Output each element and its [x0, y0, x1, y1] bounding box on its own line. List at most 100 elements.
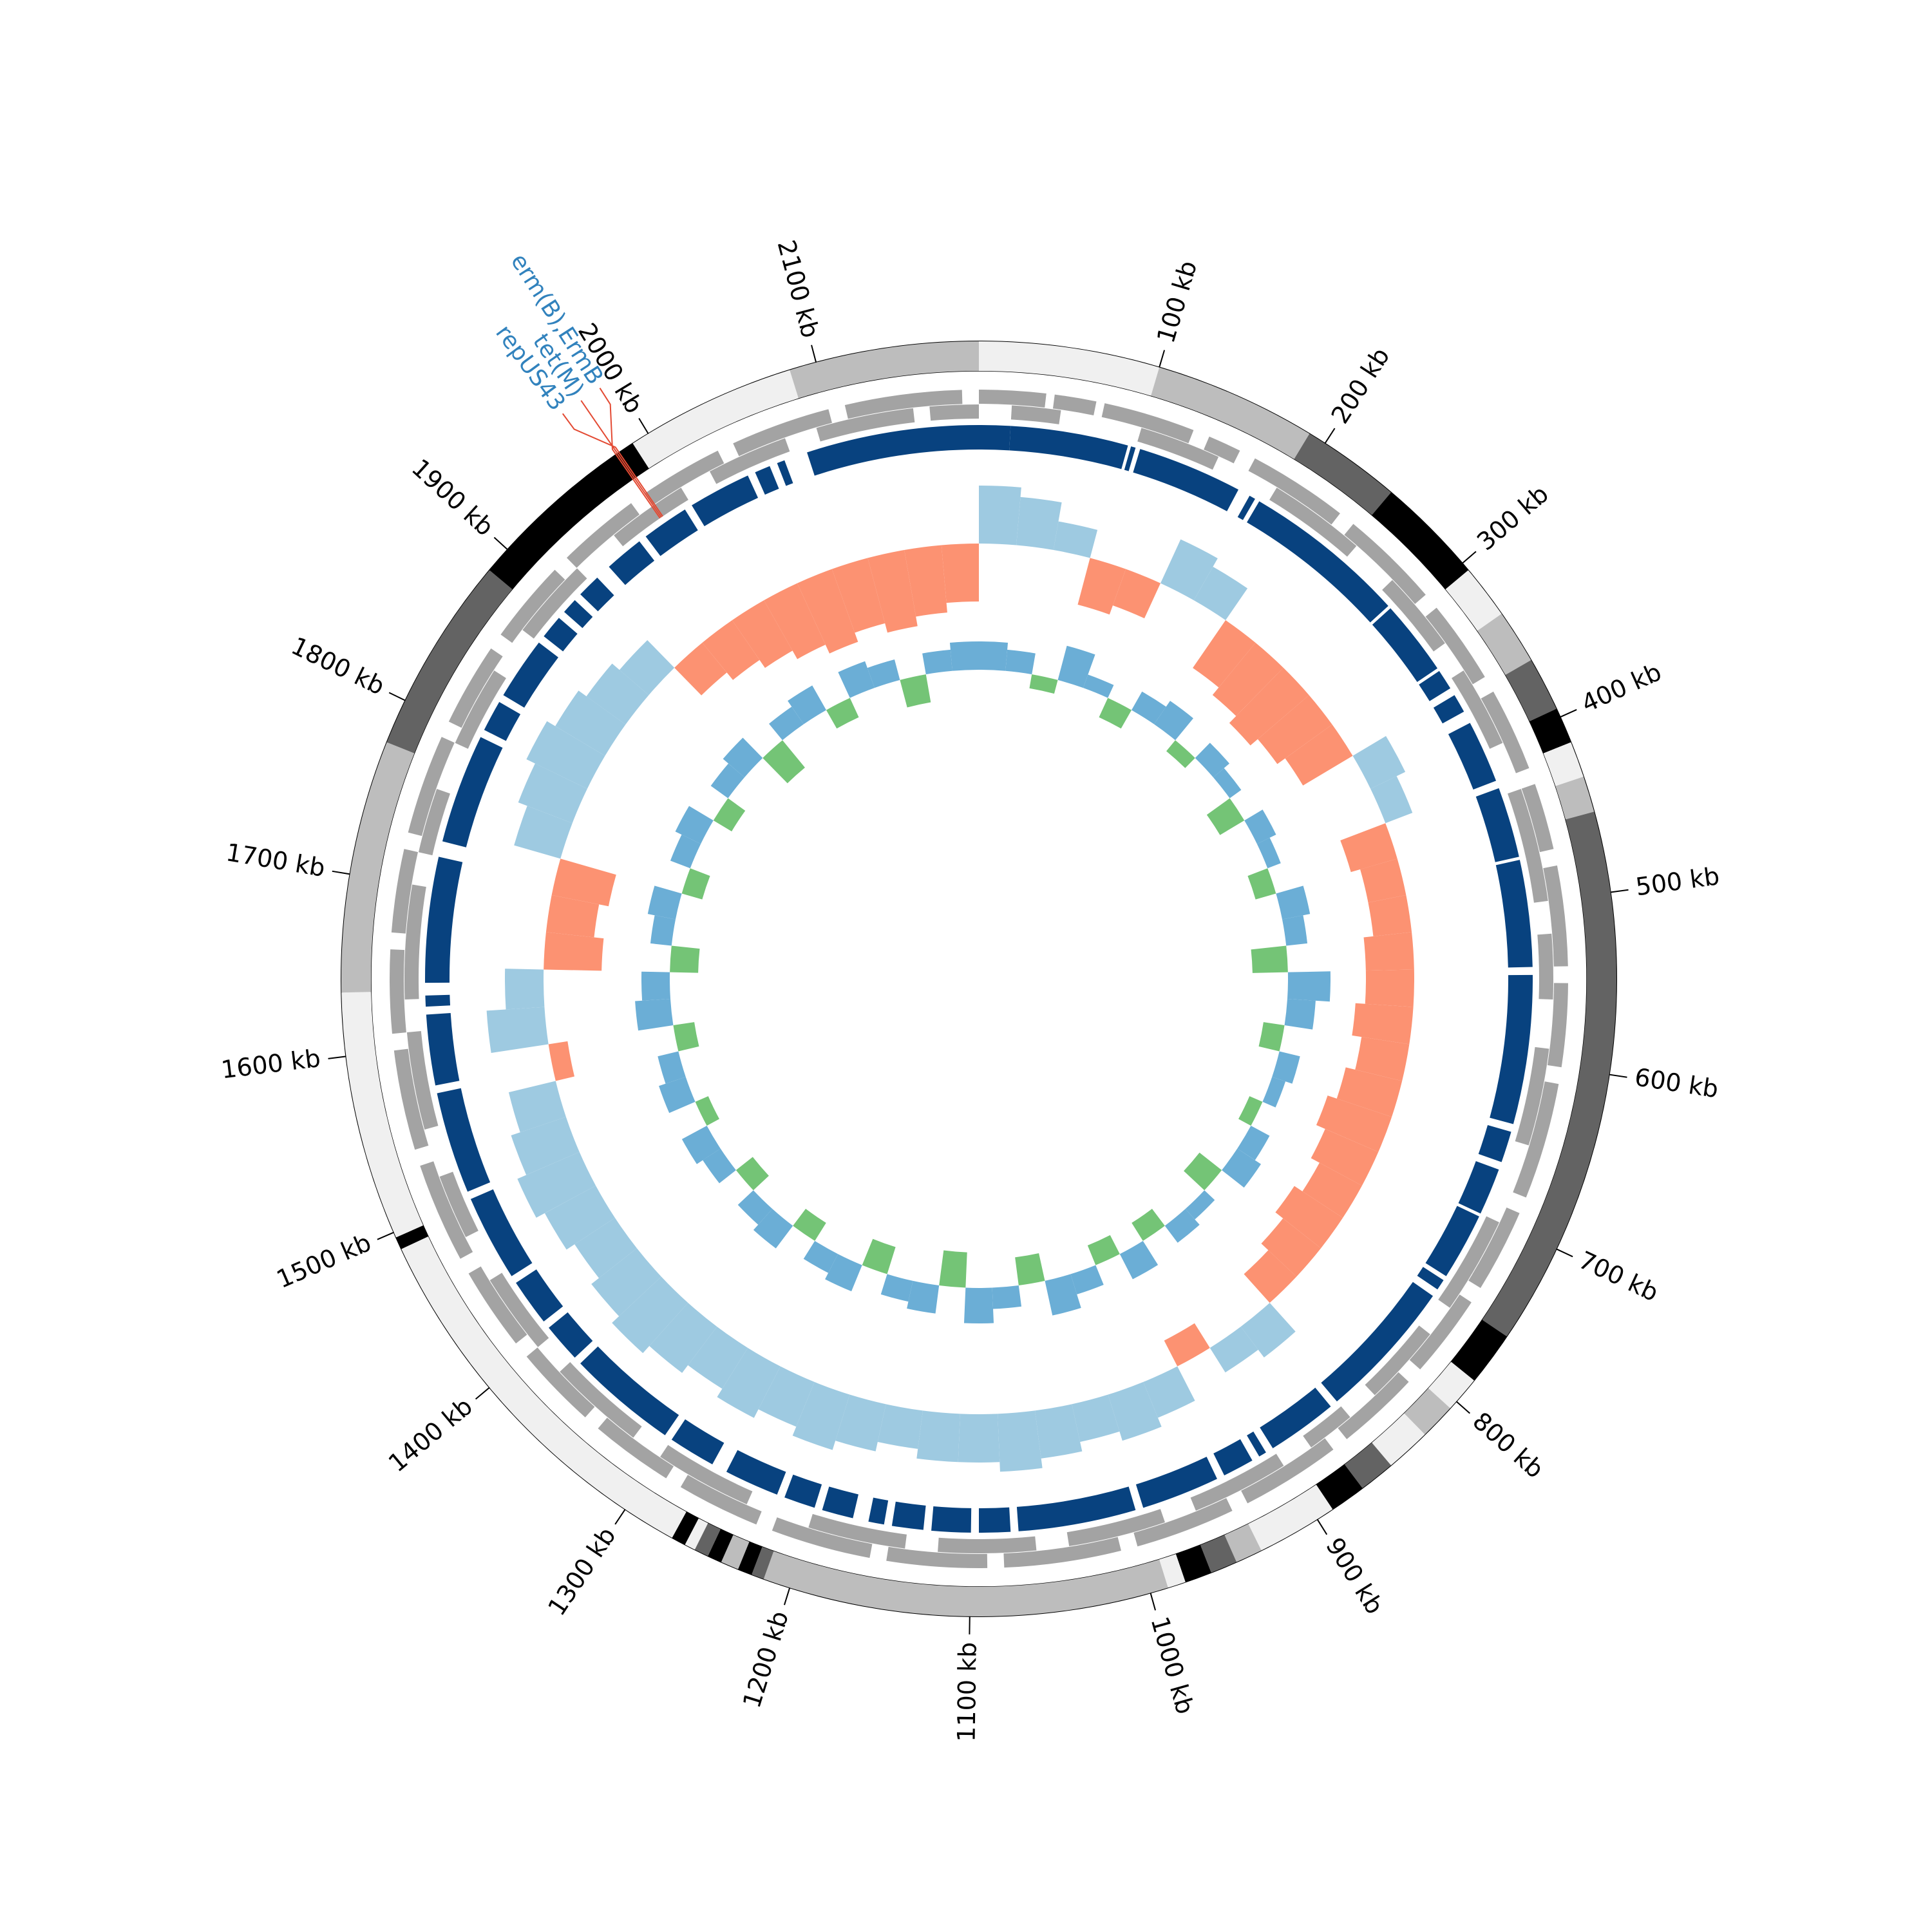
gc-content-bar	[862, 1238, 896, 1274]
segment	[386, 570, 513, 753]
tick-mark	[1560, 709, 1577, 718]
gc-content-bar	[939, 1250, 967, 1288]
gc-content-bar	[992, 1285, 1022, 1309]
segment	[632, 370, 799, 469]
gene	[404, 884, 426, 999]
gc-skew-bar	[1160, 539, 1218, 601]
gene	[1241, 1438, 1334, 1504]
gene	[393, 1048, 429, 1150]
segment	[672, 1511, 699, 1545]
gc-content-bar	[1272, 1051, 1300, 1084]
gc-skew-bar	[1285, 724, 1353, 786]
gene	[1137, 428, 1219, 470]
gene	[1425, 607, 1485, 685]
gene	[1133, 1498, 1233, 1547]
segment	[1555, 776, 1595, 820]
hit	[1321, 1282, 1434, 1402]
hit	[1419, 670, 1451, 701]
gc-content-bar	[1262, 1077, 1286, 1108]
hit	[1124, 446, 1136, 471]
tick-label: 1200 kb	[737, 1607, 794, 1711]
gene	[709, 438, 790, 484]
gc-skew-bar	[732, 600, 793, 668]
gc-skew-bar	[835, 1394, 886, 1452]
segment	[1294, 433, 1391, 515]
gc-content-bar	[647, 886, 682, 920]
gc-skew-bar	[1072, 1394, 1120, 1443]
tick-label: 100 kb	[1151, 258, 1202, 346]
gc-content-bar	[1251, 945, 1288, 973]
hit	[549, 1312, 593, 1358]
gc-content-bar	[1282, 915, 1308, 946]
segment	[1505, 660, 1557, 722]
gc-skew-bar	[1193, 620, 1256, 688]
gc-content-bar	[1195, 743, 1230, 778]
hit	[516, 1269, 564, 1322]
gc-skew-bar	[758, 1366, 815, 1427]
gc-content-bar	[979, 641, 1009, 671]
hit	[425, 994, 451, 1007]
gene	[660, 1444, 753, 1504]
annotation-line	[580, 400, 662, 518]
hit	[503, 642, 558, 708]
gc-content-bar	[670, 834, 701, 869]
gene	[489, 1273, 549, 1347]
gc-skew-bar	[1370, 776, 1413, 824]
gc-skew-bar	[1193, 566, 1248, 621]
gc-content-bar	[703, 1148, 736, 1184]
segment	[401, 1236, 687, 1538]
gc-content-bar	[949, 641, 979, 671]
hit	[442, 737, 503, 848]
segment	[1159, 1554, 1186, 1588]
hit	[891, 1501, 926, 1530]
hit	[822, 1486, 858, 1519]
gene	[808, 1513, 907, 1549]
tick-mark	[614, 1509, 626, 1525]
tick-label: 400 kb	[1577, 658, 1665, 718]
gene	[645, 450, 724, 506]
hit	[1009, 426, 1128, 469]
gc-skew-bar	[717, 1347, 781, 1418]
gc-skew-bar	[1035, 1404, 1083, 1459]
gc-skew-bar	[1112, 569, 1161, 619]
tick-label: 200 kb	[1326, 343, 1396, 429]
hit	[1247, 501, 1388, 623]
gene	[1365, 1325, 1430, 1396]
gc-content-bar	[1222, 1148, 1262, 1188]
tick-label: 900 kb	[1320, 1533, 1389, 1619]
gc-skew-bar	[1209, 1326, 1258, 1373]
gene	[886, 1546, 988, 1568]
hit	[755, 466, 779, 495]
gc-content-bar	[673, 1022, 699, 1052]
gene	[1003, 1537, 1121, 1568]
hit	[1475, 788, 1519, 862]
gc-skew-bar	[1363, 932, 1414, 971]
gc-content-bar	[788, 685, 826, 724]
tick-mark	[811, 345, 817, 363]
gc-content-bar	[737, 1190, 773, 1225]
hit	[580, 1346, 679, 1435]
hit	[1133, 449, 1239, 511]
hit	[671, 1419, 724, 1464]
hit	[609, 541, 655, 585]
segment	[1175, 1545, 1211, 1582]
segment	[685, 1518, 708, 1550]
gc-content-bar	[1247, 868, 1276, 900]
hit	[1213, 1439, 1253, 1475]
segment	[1151, 367, 1310, 459]
gene	[680, 1475, 762, 1525]
gc-content-bar	[695, 1096, 719, 1126]
gc-content-bar	[867, 659, 900, 688]
gene	[439, 1171, 478, 1237]
gc-skew-bar	[1368, 895, 1412, 936]
gc-content-bar	[1005, 649, 1036, 675]
hit	[484, 702, 521, 741]
gc-skew-bar	[1077, 558, 1126, 615]
tick-label: 1100 kb	[952, 1642, 982, 1743]
segment	[694, 1523, 721, 1557]
gene	[772, 1517, 873, 1558]
gene	[526, 1347, 595, 1417]
hit	[425, 857, 463, 983]
segment	[1482, 811, 1617, 1337]
tick-mark	[388, 692, 406, 701]
